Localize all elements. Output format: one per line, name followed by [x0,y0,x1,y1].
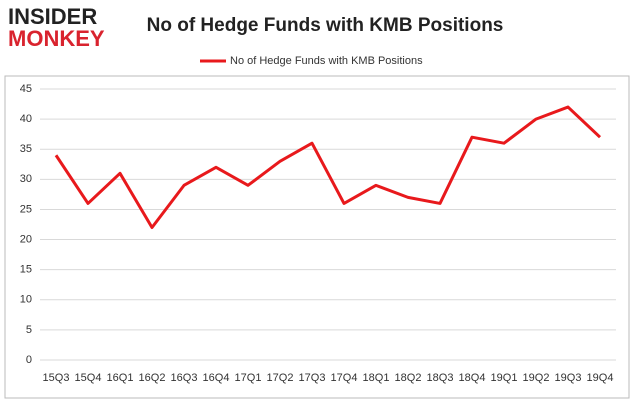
x-tick-label: 18Q1 [363,372,390,384]
y-tick-label: 35 [20,143,32,155]
y-tick-label: 5 [26,324,32,336]
y-tick-label: 20 [20,233,32,245]
x-tick-label: 17Q1 [235,372,262,384]
x-tick-label: 15Q4 [75,372,102,384]
x-tick-label: 16Q3 [171,372,198,384]
y-tick-label: 25 [20,203,32,215]
x-tick-label: 15Q3 [43,372,70,384]
x-tick-label: 16Q4 [203,372,230,384]
x-tick-label: 17Q4 [331,372,358,384]
y-tick-label: 30 [20,173,32,185]
x-tick-label: 19Q1 [491,372,518,384]
y-tick-label: 0 [26,354,32,366]
y-tick-label: 15 [20,264,32,276]
chart-title: No of Hedge Funds with KMB Positions [147,15,504,36]
y-tick-label: 40 [20,113,32,125]
x-tick-label: 16Q1 [107,372,134,384]
x-tick-label: 18Q4 [459,372,486,384]
x-tick-label: 19Q3 [555,372,582,384]
legend-label: No of Hedge Funds with KMB Positions [230,55,423,67]
x-tick-label: 18Q3 [427,372,454,384]
series-line [54,105,602,230]
x-tick-label: 17Q2 [267,372,294,384]
logo-line2: MONKEY [8,26,105,51]
x-tick-label: 16Q2 [139,372,166,384]
y-tick-label: 10 [20,294,32,306]
x-tick-label: 19Q2 [523,372,550,384]
chart-frame [4,75,630,399]
logo-line1: INSIDER [8,4,97,29]
y-tick-label: 45 [20,83,32,95]
x-tick-label: 17Q3 [299,372,326,384]
x-tick-label: 19Q4 [587,372,614,384]
x-tick-label: 18Q2 [395,372,422,384]
